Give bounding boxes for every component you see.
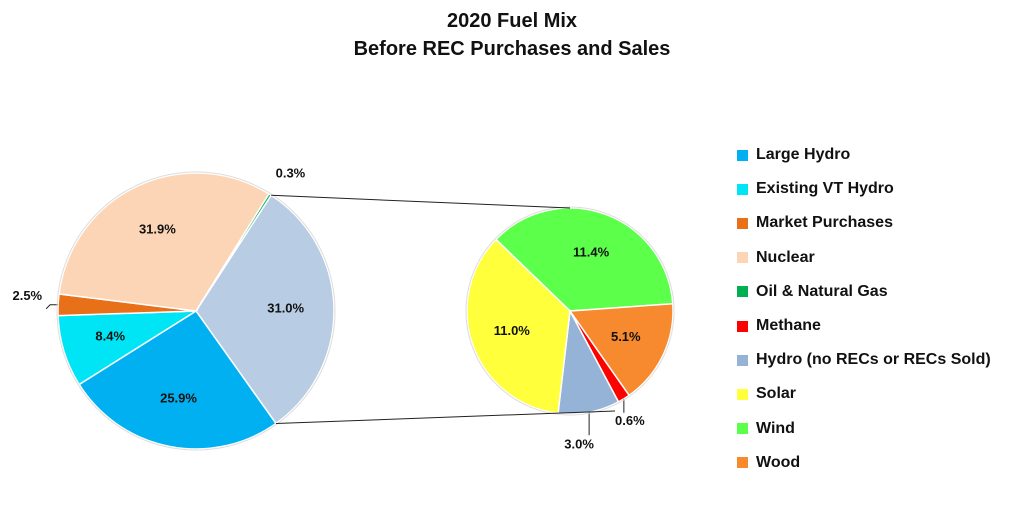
data-label: 0.3% [276, 166, 306, 181]
pie-slice-oil-natural-gas [195, 192, 273, 312]
data-label: 11.0% [494, 323, 531, 338]
data-label: 11.4% [573, 244, 610, 259]
pie-slice-wood [568, 302, 674, 397]
chart-title: 2020 Fuel Mix [446, 10, 578, 32]
legend-item: Nuclear [737, 249, 815, 267]
legend-label: Existing VT Hydro [756, 180, 894, 198]
pie-outline [56, 171, 336, 451]
legend-item: Solar [737, 385, 796, 403]
data-label: 31.9% [139, 221, 176, 236]
connector-line-top [271, 194, 571, 209]
data-label: 31.0% [267, 301, 304, 316]
data-label: 5.1% [611, 329, 641, 344]
data-label: 2.5% [12, 288, 42, 303]
legend-label: Nuclear [756, 248, 815, 266]
legend-label: Wood [756, 453, 801, 471]
legend-swatch [737, 149, 748, 161]
legend-swatch [737, 423, 748, 435]
data-label: 8.4% [95, 329, 125, 344]
data-label: 0.6% [615, 413, 645, 428]
pie-slice-large-hydro [78, 309, 277, 450]
legend-label: Hydro (no RECs or RECs Sold) [756, 351, 991, 369]
legend-label: Methane [756, 317, 821, 334]
legend-swatch [737, 217, 748, 229]
legend-label: Oil & Natural Gas [756, 282, 888, 300]
legend-label: Wind [756, 419, 795, 437]
legend-item: Market Purchases [737, 214, 893, 232]
legend-item: Oil & Natural Gas [737, 283, 888, 301]
pie-outline [465, 206, 675, 416]
legend-swatch [737, 252, 748, 264]
legend-item: Hydro (no RECs or RECs Sold) [737, 351, 991, 369]
data-label: 3.0% [564, 437, 594, 452]
leader-line [45, 304, 59, 310]
legend-item: Methane [737, 317, 821, 335]
legend-item: Wood [737, 454, 800, 472]
legend-swatch [737, 388, 748, 400]
pie-slice-solar [466, 238, 571, 415]
pie-slice-nuclear [58, 172, 270, 312]
legend-label: Large Hydro [756, 146, 851, 163]
legend-label: Solar [756, 385, 797, 403]
legend-label: Market Purchases [756, 214, 893, 232]
data-label: 25.9% [160, 390, 197, 405]
legend-swatch [737, 320, 748, 332]
legend-swatch [737, 457, 748, 469]
legend-swatch [737, 286, 748, 298]
legend-item: Large Hydro [737, 146, 850, 164]
legend-swatch [737, 183, 748, 195]
pie-slice-wind [494, 207, 674, 312]
pie-slice-other-detailed-in-secondary-pie- [195, 194, 335, 425]
chart-subtitle: Before REC Purchases and Sales [353, 38, 671, 60]
connector-line-bottom [275, 410, 616, 424]
legend-item: Wind [737, 420, 795, 438]
legend-swatch [737, 354, 748, 366]
legend-item: Existing VT Hydro [737, 180, 894, 198]
